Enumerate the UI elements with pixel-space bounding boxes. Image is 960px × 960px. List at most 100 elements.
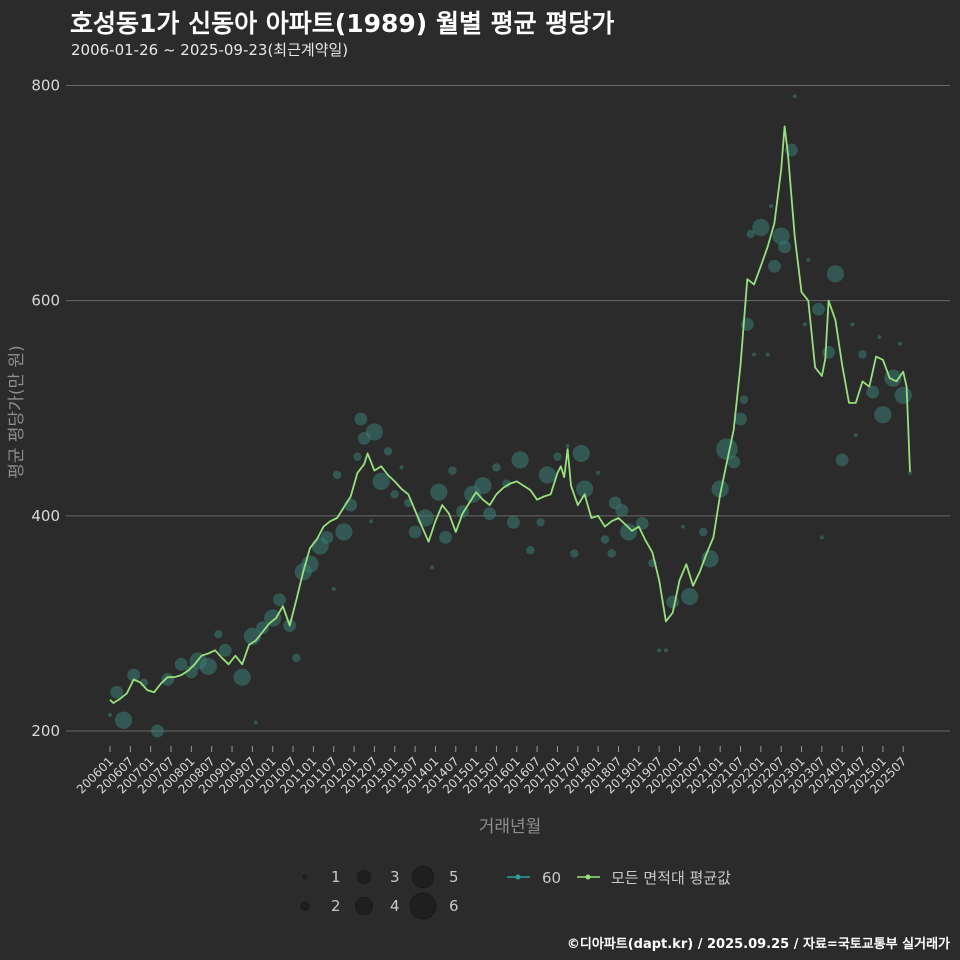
size-legend-label: 4 [390,897,400,915]
data-point [253,720,258,725]
data-point [430,483,448,501]
data-point [365,423,384,441]
data-point [572,444,590,463]
data-point [354,412,368,426]
data-point [769,203,774,208]
data-point [233,668,251,686]
data-point [570,549,579,558]
data-point [108,712,112,717]
data-point [897,341,902,346]
y-tick-label: 600 [31,292,60,310]
legend-label-average: 모든 면적대 평균값 [611,869,731,887]
data-point [699,527,708,537]
data-point [666,595,680,609]
data-point [335,523,353,541]
data-point [199,657,217,676]
data-point [596,470,601,475]
data-point [768,259,781,273]
data-point [151,724,164,738]
data-point [716,438,738,460]
legend-dot-average [585,874,591,880]
y-axis-ticks: 200 400 600 800 [31,77,60,741]
data-point [853,433,858,438]
average-line-layer [109,125,911,704]
data-point [908,470,912,475]
size-legend-circle [354,896,374,916]
x-axis-title: 거래년월 [479,817,542,837]
data-point [273,593,286,607]
data-point [894,386,912,404]
data-point [663,648,668,653]
data-point [526,546,535,555]
data-point [835,453,849,467]
size-legend-circle [300,901,310,911]
data-point [492,463,501,472]
data-point [778,240,791,254]
data-point [657,648,662,653]
data-point [806,257,811,262]
data-point [802,322,807,327]
legend-label-60: 60 [542,869,561,887]
data-point [383,447,393,456]
size-legend-circle [357,870,371,884]
data-point [218,643,232,657]
data-point [553,452,562,461]
chart-title: 호성동1가 신동아 아파트(1989) 월별 평균 평당가 [70,9,615,38]
data-point [739,395,749,404]
data-point [620,523,638,541]
grid-lines [66,85,950,732]
data-point [826,265,845,283]
data-point [600,535,610,544]
size-legend-circle [409,892,437,920]
data-point [772,227,790,245]
data-point [430,565,435,570]
bubble-layer [108,94,912,738]
size-legend-label: 3 [390,868,400,886]
y-tick-label: 200 [31,722,60,740]
data-point [161,672,175,686]
data-point [399,465,404,470]
data-point [727,455,741,469]
data-point [734,412,747,426]
data-point [448,466,457,475]
x-axis-ticks: 2006012006072007012007072008012008072009… [74,746,909,797]
data-point [607,549,616,558]
size-legend-circle [411,865,435,889]
data-point [332,470,342,480]
data-point [812,302,825,316]
y-axis-title: 평균 평당가(만 원) [7,345,27,479]
data-point [819,535,824,540]
data-point [711,480,729,498]
data-point [752,218,770,237]
data-point [331,586,336,591]
data-point [615,504,629,517]
data-point [439,530,452,544]
legend: 1 2 3 4 5 6 60 모든 면적대 평균값 [300,865,731,920]
size-legend-label: 2 [331,897,341,915]
data-point [822,345,836,359]
data-point [874,406,892,424]
footer-credit: ©디아파트(dapt.kr) / 2025.09.25 / 자료=국토교통부 실… [566,937,950,952]
data-point [114,711,133,729]
data-point [511,451,529,469]
data-point [536,518,545,527]
data-point [110,685,124,699]
data-point [858,350,867,359]
data-point [565,443,570,448]
legend-dot-60 [515,874,521,880]
data-point [408,525,422,539]
data-point [866,385,880,399]
data-point [174,657,188,671]
data-point [390,490,399,499]
data-point [372,472,390,491]
data-point [127,668,141,682]
size-legend-label: 1 [331,868,341,886]
data-point [474,477,492,495]
data-point [538,466,556,484]
data-point [575,480,594,498]
data-point [877,335,882,340]
y-tick-label: 800 [31,77,60,95]
data-point [256,621,269,635]
data-point [264,609,282,627]
